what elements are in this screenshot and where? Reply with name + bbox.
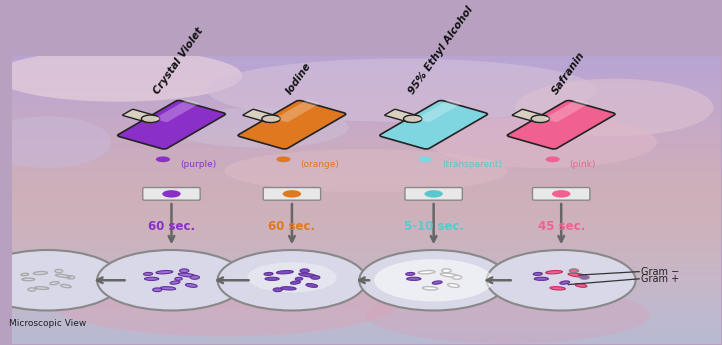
Ellipse shape xyxy=(568,273,586,277)
Ellipse shape xyxy=(442,269,451,273)
Text: (purple): (purple) xyxy=(180,160,216,169)
FancyBboxPatch shape xyxy=(405,188,462,200)
Ellipse shape xyxy=(299,273,316,277)
Ellipse shape xyxy=(156,270,173,274)
Ellipse shape xyxy=(281,287,296,290)
Text: Safranin: Safranin xyxy=(550,50,586,96)
Ellipse shape xyxy=(190,276,199,279)
FancyBboxPatch shape xyxy=(123,109,157,122)
Ellipse shape xyxy=(515,79,713,136)
Ellipse shape xyxy=(448,284,459,287)
Circle shape xyxy=(425,190,443,198)
Ellipse shape xyxy=(175,277,182,280)
Text: Crystal Violet: Crystal Violet xyxy=(152,26,205,96)
Ellipse shape xyxy=(180,269,189,273)
Ellipse shape xyxy=(170,281,180,284)
Ellipse shape xyxy=(453,276,461,279)
Ellipse shape xyxy=(247,262,336,293)
Circle shape xyxy=(283,190,301,198)
Ellipse shape xyxy=(580,276,589,279)
Ellipse shape xyxy=(406,273,415,275)
Ellipse shape xyxy=(366,286,650,344)
Circle shape xyxy=(0,250,122,310)
Ellipse shape xyxy=(374,259,493,302)
FancyBboxPatch shape xyxy=(513,109,547,122)
Ellipse shape xyxy=(160,287,175,290)
Text: Iodine: Iodine xyxy=(284,60,313,96)
Ellipse shape xyxy=(295,277,303,280)
Circle shape xyxy=(97,250,246,310)
Ellipse shape xyxy=(534,277,549,280)
FancyBboxPatch shape xyxy=(238,100,346,149)
Ellipse shape xyxy=(570,269,578,273)
Ellipse shape xyxy=(186,284,197,287)
FancyBboxPatch shape xyxy=(118,100,225,149)
Circle shape xyxy=(217,250,366,310)
Ellipse shape xyxy=(546,270,562,274)
Circle shape xyxy=(552,190,570,198)
FancyBboxPatch shape xyxy=(544,100,589,122)
Circle shape xyxy=(277,156,290,162)
Circle shape xyxy=(156,156,170,162)
Circle shape xyxy=(546,156,560,162)
Circle shape xyxy=(404,115,422,122)
Ellipse shape xyxy=(310,276,320,279)
Ellipse shape xyxy=(440,273,458,277)
Ellipse shape xyxy=(207,59,596,122)
Ellipse shape xyxy=(273,288,282,292)
FancyBboxPatch shape xyxy=(533,188,590,200)
Circle shape xyxy=(487,250,635,310)
FancyBboxPatch shape xyxy=(385,109,419,122)
Text: Microscopic View: Microscopic View xyxy=(9,319,86,328)
Text: 60 sec.: 60 sec. xyxy=(148,220,195,233)
Ellipse shape xyxy=(144,273,152,275)
Ellipse shape xyxy=(171,108,349,148)
FancyBboxPatch shape xyxy=(508,100,615,149)
Circle shape xyxy=(142,115,160,122)
Ellipse shape xyxy=(300,269,309,273)
Ellipse shape xyxy=(264,273,273,275)
Ellipse shape xyxy=(534,273,542,275)
Ellipse shape xyxy=(0,50,243,102)
FancyBboxPatch shape xyxy=(243,109,277,122)
Ellipse shape xyxy=(560,281,570,284)
Ellipse shape xyxy=(144,277,159,280)
Ellipse shape xyxy=(178,273,196,277)
Ellipse shape xyxy=(550,287,565,290)
Text: 5-10 sec.: 5-10 sec. xyxy=(404,220,464,233)
Ellipse shape xyxy=(265,277,279,280)
Ellipse shape xyxy=(418,270,435,274)
Text: (orange): (orange) xyxy=(300,160,339,169)
FancyBboxPatch shape xyxy=(155,100,199,122)
Ellipse shape xyxy=(290,281,300,284)
Ellipse shape xyxy=(48,264,401,336)
Text: (pink): (pink) xyxy=(570,160,596,169)
Circle shape xyxy=(262,115,280,122)
Circle shape xyxy=(418,156,432,162)
Ellipse shape xyxy=(0,116,111,168)
Ellipse shape xyxy=(430,116,657,168)
FancyBboxPatch shape xyxy=(380,100,487,149)
Text: 95% Ethyl Alcohol: 95% Ethyl Alcohol xyxy=(406,4,475,96)
Text: (transparent): (transparent) xyxy=(442,160,502,169)
Text: Gram −: Gram − xyxy=(641,267,679,277)
Ellipse shape xyxy=(152,288,162,292)
FancyBboxPatch shape xyxy=(264,188,321,200)
Ellipse shape xyxy=(406,277,421,280)
FancyBboxPatch shape xyxy=(275,100,320,122)
Ellipse shape xyxy=(277,270,293,274)
Ellipse shape xyxy=(432,281,442,284)
Circle shape xyxy=(162,190,180,198)
Circle shape xyxy=(531,115,549,122)
Ellipse shape xyxy=(575,284,587,287)
Ellipse shape xyxy=(225,149,508,193)
Ellipse shape xyxy=(422,287,438,290)
Text: 60 sec.: 60 sec. xyxy=(269,220,316,233)
FancyBboxPatch shape xyxy=(143,188,200,200)
Ellipse shape xyxy=(306,284,318,287)
Text: Gram +: Gram + xyxy=(641,274,679,284)
FancyBboxPatch shape xyxy=(417,100,461,122)
Circle shape xyxy=(360,250,508,310)
Text: 45 sec.: 45 sec. xyxy=(538,220,585,233)
